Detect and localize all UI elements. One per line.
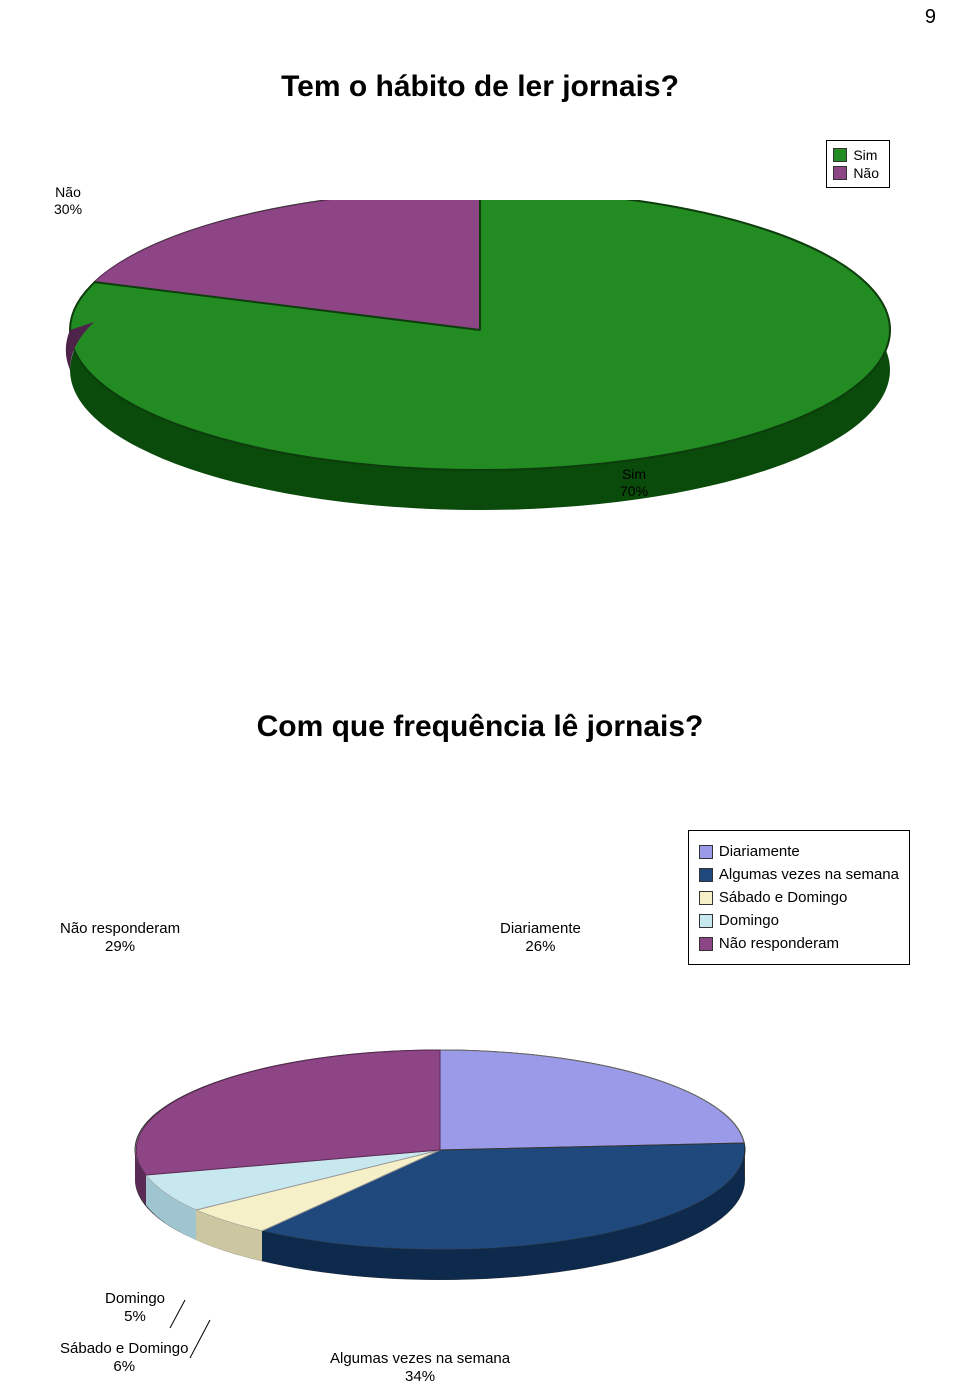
- legend-label-nao: Não: [853, 165, 879, 181]
- legend-item-diariamente: Diariamente: [699, 843, 899, 860]
- swatch-nao: [833, 166, 847, 180]
- chart1-legend: Sim Não: [826, 140, 890, 188]
- page: { "page_number": "9", "chart1": { "type"…: [0, 0, 960, 1399]
- page-number: 9: [925, 6, 936, 29]
- chart2-datalabel-algumas: Algumas vezes na semana 34%: [330, 1350, 510, 1386]
- chart2-datalabel-diariamente: Diariamente 26%: [500, 920, 581, 956]
- swatch-sabdom: [699, 891, 713, 905]
- legend-label: Diariamente: [719, 843, 800, 860]
- legend-item-domingo: Domingo: [699, 912, 899, 929]
- legend-label: Sábado e Domingo: [719, 889, 847, 906]
- legend-item-nao: Não: [833, 165, 879, 181]
- legend-label: Domingo: [719, 912, 779, 929]
- chart2-datalabel-sabdom: Sábado e Domingo 6%: [60, 1340, 188, 1376]
- swatch-algumas: [699, 868, 713, 882]
- chart1-title: Tem o hábito de ler jornais?: [0, 70, 960, 104]
- legend-item-sim: Sim: [833, 147, 879, 163]
- swatch-naoresp: [699, 937, 713, 951]
- chart1-pie: [60, 200, 900, 545]
- chart1-datalabel-sim: Sim 70%: [620, 466, 648, 500]
- chart2-pie: [130, 1030, 750, 1295]
- swatch-domingo: [699, 914, 713, 928]
- swatch-sim: [833, 148, 847, 162]
- legend-label-sim: Sim: [853, 147, 877, 163]
- legend-item-algumas: Algumas vezes na semana: [699, 866, 899, 883]
- legend-label: Algumas vezes na semana: [719, 866, 899, 883]
- legend-item-sabdom: Sábado e Domingo: [699, 889, 899, 906]
- legend-label: Não responderam: [719, 935, 839, 952]
- chart2-legend: Diariamente Algumas vezes na semana Sába…: [688, 830, 910, 965]
- chart2-datalabel-naoresp: Não responderam 29%: [60, 920, 180, 956]
- chart2-title: Com que frequência lê jornais?: [0, 710, 960, 744]
- chart2-datalabel-domingo: Domingo 5%: [105, 1290, 165, 1326]
- swatch-diariamente: [699, 845, 713, 859]
- legend-item-naoresp: Não responderam: [699, 935, 899, 952]
